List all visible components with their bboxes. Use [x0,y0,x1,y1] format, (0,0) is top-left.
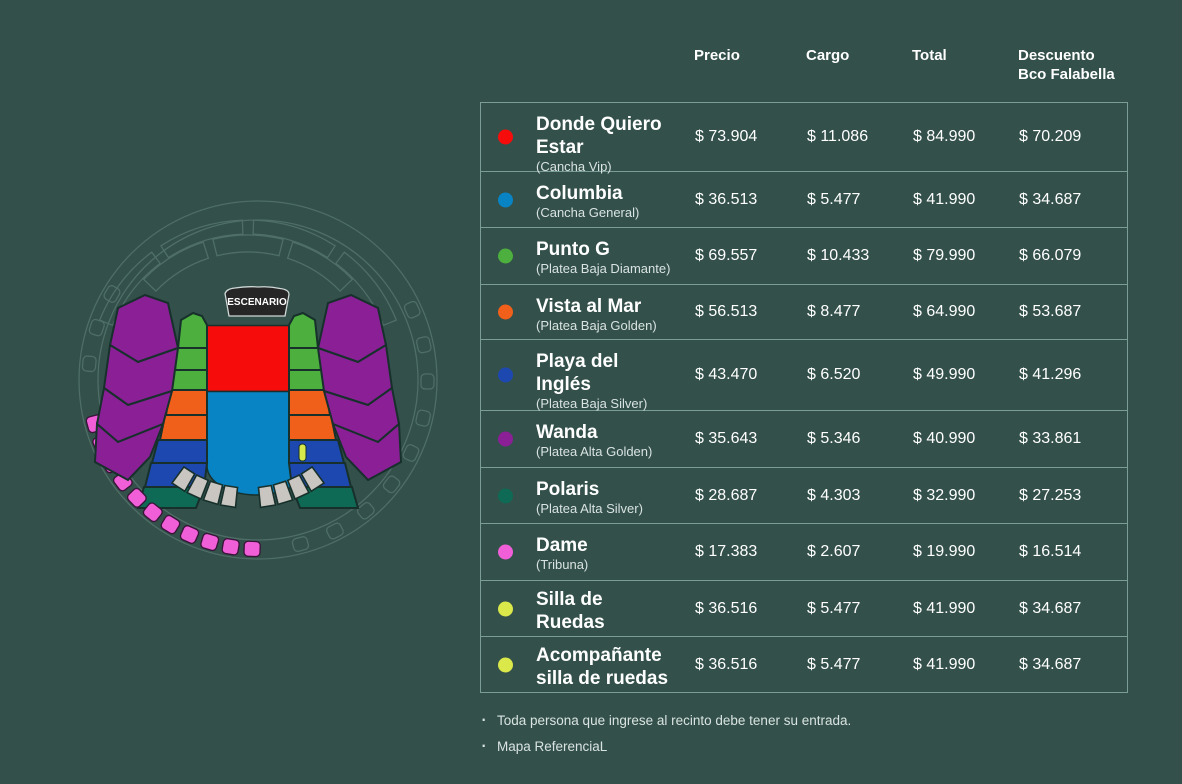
svg-text:ESCENARIO: ESCENARIO [227,297,287,308]
